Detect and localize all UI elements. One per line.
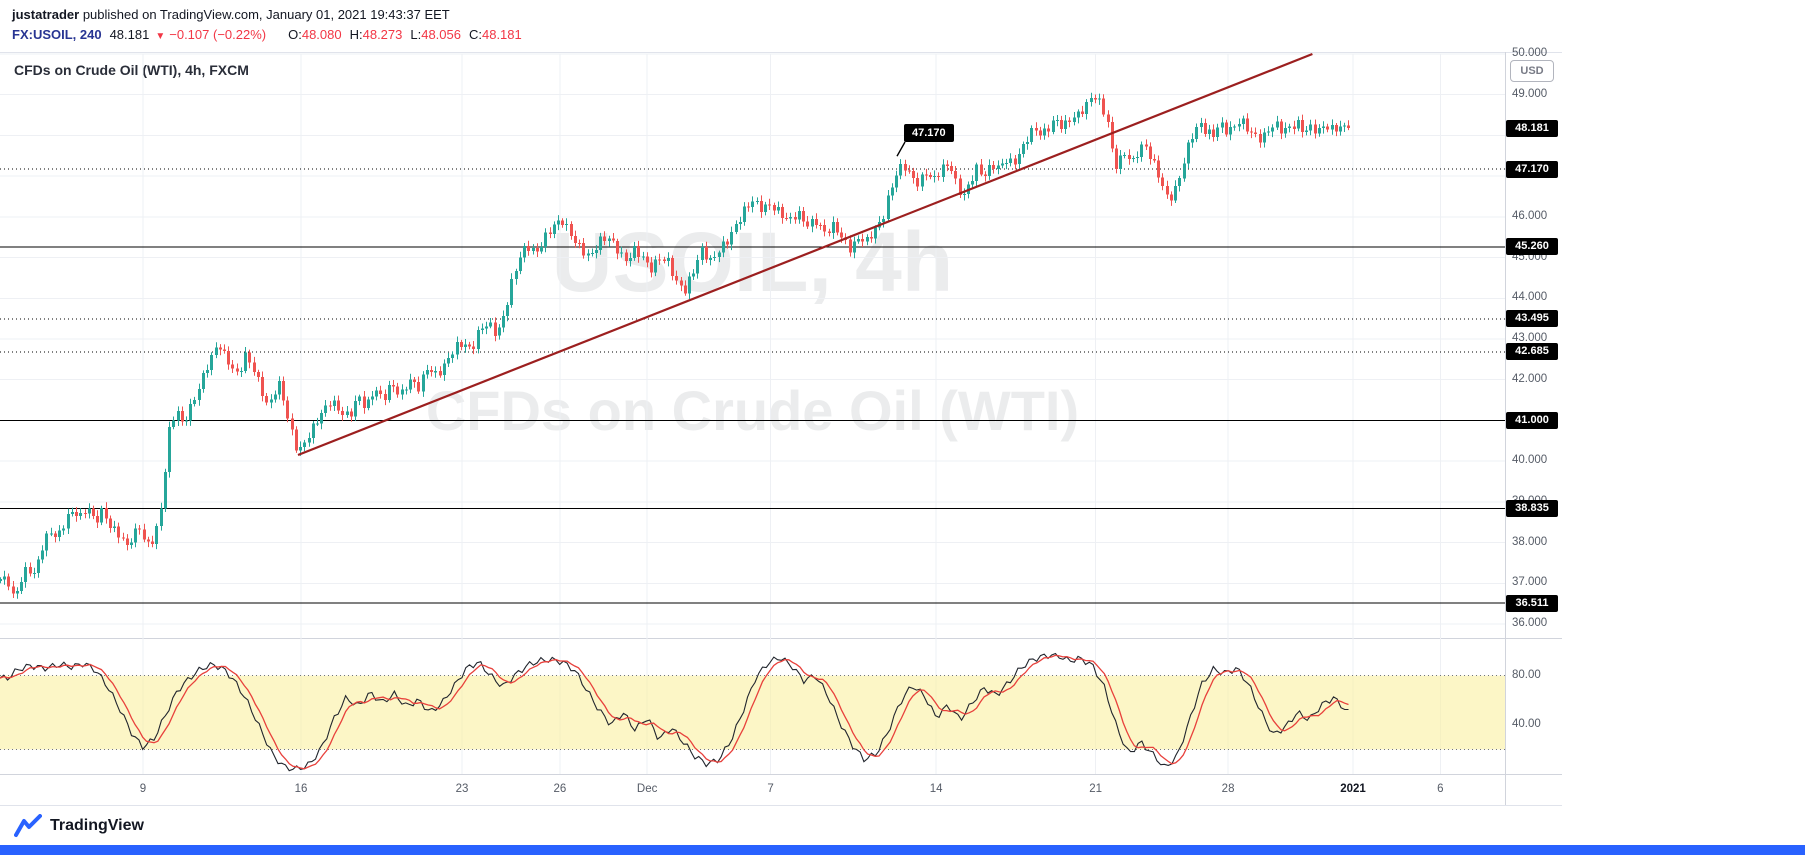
currency-badge[interactable]: USD: [1510, 60, 1554, 82]
price-chart[interactable]: [0, 52, 1505, 774]
time-axis-label: 28: [1221, 783, 1235, 795]
time-axis-label: 14: [929, 783, 943, 795]
price-level-badge: 47.170: [1506, 160, 1558, 178]
price-level-badge: 43.495: [1506, 310, 1558, 328]
price-callout[interactable]: 47.170: [903, 124, 954, 142]
tradingview-brand-text: TradingView: [50, 817, 144, 834]
bottom-accent-bar: [0, 845, 1805, 855]
price-axis-border: [1505, 52, 1506, 805]
time-axis-label: 7: [767, 783, 774, 795]
open-label: O:: [288, 27, 302, 42]
oscillator-axis-label: 80.00: [1512, 668, 1541, 681]
time-axis-label: 2021: [1340, 783, 1366, 795]
tradingview-mountain-icon: [14, 814, 42, 837]
tradingview-logo[interactable]: TradingView: [14, 814, 144, 838]
time-axis-label: 23: [455, 783, 469, 795]
open-value: 48.080: [301, 27, 342, 42]
price-axis-label: 37.000: [1512, 576, 1548, 589]
price-axis-label: 43.000: [1512, 332, 1548, 344]
time-axis-label: 21: [1089, 783, 1103, 795]
close-value: 48.181: [481, 27, 522, 42]
time-axis-label: 6: [1437, 783, 1444, 795]
price-axis-label: 44.000: [1512, 291, 1548, 304]
price-axis-label: 40.000: [1512, 454, 1548, 467]
publish-info: justatrader published on TradingView.com…: [12, 7, 450, 22]
price-axis-label: 49.000: [1512, 87, 1548, 100]
time-axis-label: 26: [553, 783, 567, 795]
chart-bottom-border: [0, 805, 1562, 806]
symbol-info-bar: FX:USOIL, 240 48.181 ▼ −0.107 (−0.22%) O:48.…: [12, 27, 522, 42]
low-value: 48.056: [421, 27, 461, 42]
time-axis-border: [0, 774, 1562, 775]
price-level-badge: 38.835: [1506, 500, 1558, 518]
price-level-badge: 42.685: [1506, 343, 1558, 361]
pane-divider[interactable]: [0, 638, 1562, 639]
time-axis[interactable]: 9 16 23 26 Dec 7 14 21 28 2021 6: [0, 775, 1505, 805]
time-axis-label: 16: [294, 783, 308, 795]
high-value: 48.273: [362, 27, 403, 42]
symbol-name: FX:USOIL, 240: [12, 27, 102, 42]
low-label: L:: [410, 27, 422, 42]
time-axis-label: Dec: [636, 783, 658, 795]
close-label: C:: [468, 27, 482, 42]
chart-legend[interactable]: CFDs on Crude Oil (WTI), 4h, FXCM: [14, 62, 249, 78]
high-label: H:: [349, 27, 363, 42]
price-axis-label: 50.000: [1512, 47, 1548, 59]
price-level-badge: 36.511: [1506, 594, 1558, 612]
time-axis-label: 9: [139, 783, 147, 795]
author-name: justatrader: [12, 7, 80, 22]
last-price: 48.181: [109, 27, 150, 42]
publish-text: published on TradingView.com, January 01…: [82, 7, 450, 22]
price-level-badge: 41.000: [1506, 411, 1558, 429]
price-axis-label: 46.000: [1512, 209, 1548, 222]
oscillator-axis-label: 40.00: [1512, 717, 1541, 730]
chart-top-border: [0, 52, 1562, 53]
price-axis-label: 42.000: [1512, 372, 1548, 385]
price-axis[interactable]: 50.00049.00048.00047.00046.00045.00044.0…: [1506, 47, 1564, 805]
price-change: −0.107 (−0.22%): [169, 27, 267, 42]
price-level-badge: 45.260: [1506, 238, 1558, 256]
price-level-badge: 48.181: [1506, 119, 1558, 137]
price-axis-label: 38.000: [1512, 535, 1548, 548]
price-axis-label: 36.000: [1512, 617, 1548, 629]
price-down-icon: ▼: [155, 31, 166, 42]
